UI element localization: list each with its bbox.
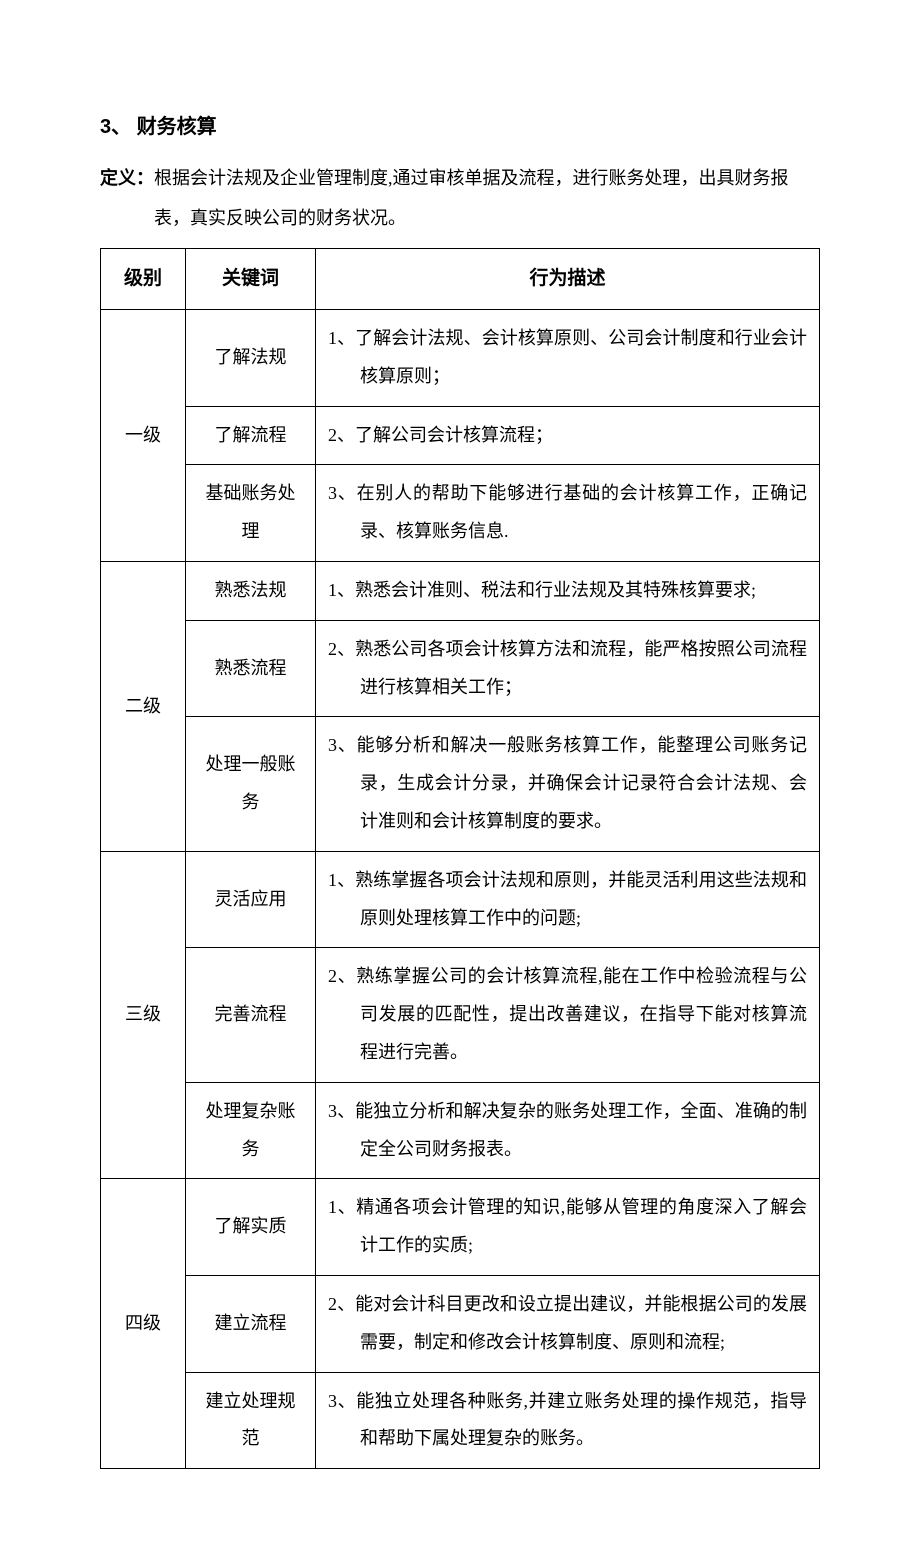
keyword-cell: 基础账务处理 [186,465,316,562]
level-cell: 二级 [101,562,186,852]
desc-text: 3、在别人的帮助下能够进行基础的会计核算工作，正确记录、核算账务信息. [328,475,807,551]
table-row: 建立流程 2、能对会计科目更改和设立提出建议，并能根据公司的发展需要，制定和修改… [101,1276,820,1373]
desc-cell: 1、熟悉会计准则、税法和行业法规及其特殊核算要求; [316,562,820,621]
desc-cell: 3、能独立分析和解决复杂的账务处理工作，全面、准确的制定全公司财务报表。 [316,1082,820,1179]
desc-text: 1、精通各项会计管理的知识,能够从管理的角度深入了解会计工作的实质; [328,1189,807,1265]
keyword-cell: 了解实质 [186,1179,316,1276]
desc-text: 3、能够分析和解决一般账务核算工作，能整理公司账务记录，生成会计分录，并确保会计… [328,727,807,840]
desc-cell: 2、能对会计科目更改和设立提出建议，并能根据公司的发展需要，制定和修改会计核算制… [316,1276,820,1373]
definition-line1: 根据会计法规及企业管理制度,通过审核单据及流程，进行账务处理，出具财务报 [154,168,789,188]
table-body: 一级 了解法规 1、了解会计法规、会计核算原则、公司会计制度和行业会计核算原则；… [101,310,820,1469]
keyword-cell: 处理一般账务 [186,717,316,851]
desc-cell: 2、熟练掌握公司的会计核算流程,能在工作中检验流程与公司发展的匹配性，提出改善建… [316,948,820,1082]
desc-cell: 1、了解会计法规、会计核算原则、公司会计制度和行业会计核算原则； [316,310,820,407]
definition-line2: 表，真实反映公司的财务状况。 [100,199,820,239]
table-row: 一级 了解法规 1、了解会计法规、会计核算原则、公司会计制度和行业会计核算原则； [101,310,820,407]
table-row: 建立处理规范 3、能独立处理各种账务,并建立账务处理的操作规范，指导和帮助下属处… [101,1372,820,1469]
desc-cell: 3、能独立处理各种账务,并建立账务处理的操作规范，指导和帮助下属处理复杂的账务。 [316,1372,820,1469]
table-row: 完善流程 2、熟练掌握公司的会计核算流程,能在工作中检验流程与公司发展的匹配性，… [101,948,820,1082]
keyword-cell: 处理复杂账务 [186,1082,316,1179]
table-row: 处理一般账务 3、能够分析和解决一般账务核算工作，能整理公司账务记录，生成会计分… [101,717,820,851]
header-keyword: 关键词 [186,249,316,310]
level-cell: 四级 [101,1179,186,1469]
desc-text: 2、了解公司会计核算流程； [328,417,807,455]
section-title-text: 财务核算 [137,116,217,138]
table-row: 熟悉流程 2、熟悉公司各项会计核算方法和流程，能严格按照公司流程进行核算相关工作… [101,620,820,717]
keyword-cell: 熟悉法规 [186,562,316,621]
table-row: 二级 熟悉法规 1、熟悉会计准则、税法和行业法规及其特殊核算要求; [101,562,820,621]
competency-table: 级别 关键词 行为描述 一级 了解法规 1、了解会计法规、会计核算原则、公司会计… [100,248,820,1469]
desc-cell: 1、熟练掌握各项会计法规和原则，并能灵活利用这些法规和原则处理核算工作中的问题; [316,851,820,948]
table-row: 三级 灵活应用 1、熟练掌握各项会计法规和原则，并能灵活利用这些法规和原则处理核… [101,851,820,948]
section-number: 3、 [100,116,131,138]
desc-cell: 2、熟悉公司各项会计核算方法和流程，能严格按照公司流程进行核算相关工作； [316,620,820,717]
keyword-cell: 灵活应用 [186,851,316,948]
desc-cell: 3、在别人的帮助下能够进行基础的会计核算工作，正确记录、核算账务信息. [316,465,820,562]
table-row: 基础账务处理 3、在别人的帮助下能够进行基础的会计核算工作，正确记录、核算账务信… [101,465,820,562]
desc-cell: 3、能够分析和解决一般账务核算工作，能整理公司账务记录，生成会计分录，并确保会计… [316,717,820,851]
desc-text: 3、能独立分析和解决复杂的账务处理工作，全面、准确的制定全公司财务报表。 [328,1093,807,1169]
desc-cell: 2、了解公司会计核算流程； [316,406,820,465]
keyword-cell: 完善流程 [186,948,316,1082]
table-header-row: 级别 关键词 行为描述 [101,249,820,310]
header-description: 行为描述 [316,249,820,310]
desc-text: 1、了解会计法规、会计核算原则、公司会计制度和行业会计核算原则； [328,320,807,396]
keyword-cell: 建立处理规范 [186,1372,316,1469]
desc-cell: 1、精通各项会计管理的知识,能够从管理的角度深入了解会计工作的实质; [316,1179,820,1276]
definition-block: 定义：根据会计法规及企业管理制度,通过审核单据及流程，进行账务处理，出具财务报 … [100,159,820,238]
desc-text: 2、能对会计科目更改和设立提出建议，并能根据公司的发展需要，制定和修改会计核算制… [328,1286,807,1362]
header-level: 级别 [101,249,186,310]
desc-text: 3、能独立处理各种账务,并建立账务处理的操作规范，指导和帮助下属处理复杂的账务。 [328,1383,807,1459]
desc-text: 1、熟悉会计准则、税法和行业法规及其特殊核算要求; [328,572,807,610]
desc-text: 2、熟悉公司各项会计核算方法和流程，能严格按照公司流程进行核算相关工作； [328,631,807,707]
desc-text: 1、熟练掌握各项会计法规和原则，并能灵活利用这些法规和原则处理核算工作中的问题; [328,862,807,938]
keyword-cell: 了解流程 [186,406,316,465]
table-row: 四级 了解实质 1、精通各项会计管理的知识,能够从管理的角度深入了解会计工作的实… [101,1179,820,1276]
table-row: 处理复杂账务 3、能独立分析和解决复杂的账务处理工作，全面、准确的制定全公司财务… [101,1082,820,1179]
definition-label: 定义： [100,168,154,188]
keyword-cell: 了解法规 [186,310,316,407]
section-title: 3、 财务核算 [100,110,820,139]
level-cell: 一级 [101,310,186,562]
level-cell: 三级 [101,851,186,1179]
table-row: 了解流程 2、了解公司会计核算流程； [101,406,820,465]
keyword-cell: 建立流程 [186,1276,316,1373]
keyword-cell: 熟悉流程 [186,620,316,717]
desc-text: 2、熟练掌握公司的会计核算流程,能在工作中检验流程与公司发展的匹配性，提出改善建… [328,958,807,1071]
